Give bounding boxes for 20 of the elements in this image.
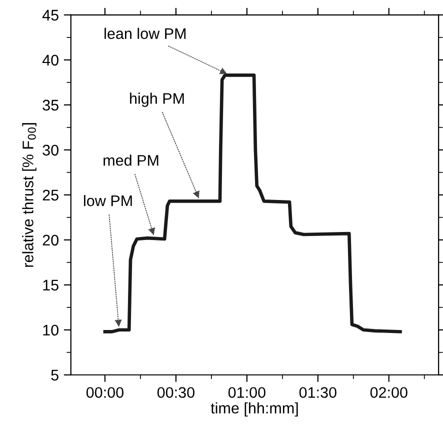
y-tick-label: 5 (51, 370, 58, 381)
annotation: med PM (104, 154, 158, 166)
y-tick-label: 30 (42, 144, 58, 156)
y-tick-label: 45 (42, 10, 58, 21)
x-tick-label: 00:30 (157, 387, 194, 398)
y-tick-label: 20 (42, 234, 58, 246)
y-tick-label: 40 (42, 54, 58, 66)
x-tick-label: 01:00 (228, 387, 266, 398)
y-tick-label: 25 (42, 190, 58, 201)
y-axis-title: relative thrust [% F$_{00}$] (22, 123, 36, 267)
y-tick-label: 10 (43, 324, 58, 336)
x-axis-title: time [hh:mm] (210, 402, 298, 417)
x-tick-label: 01:30 (299, 387, 336, 398)
x-tick-label: 02:00 (370, 387, 408, 398)
annotation: high PM (130, 92, 184, 107)
annotation: lean low PM (104, 28, 186, 40)
annotation: low PM (84, 194, 132, 206)
y-tick-label: 35 (42, 100, 58, 111)
x-tick-label: 00:00 (86, 387, 124, 398)
y-tick-label: 15 (43, 280, 58, 291)
